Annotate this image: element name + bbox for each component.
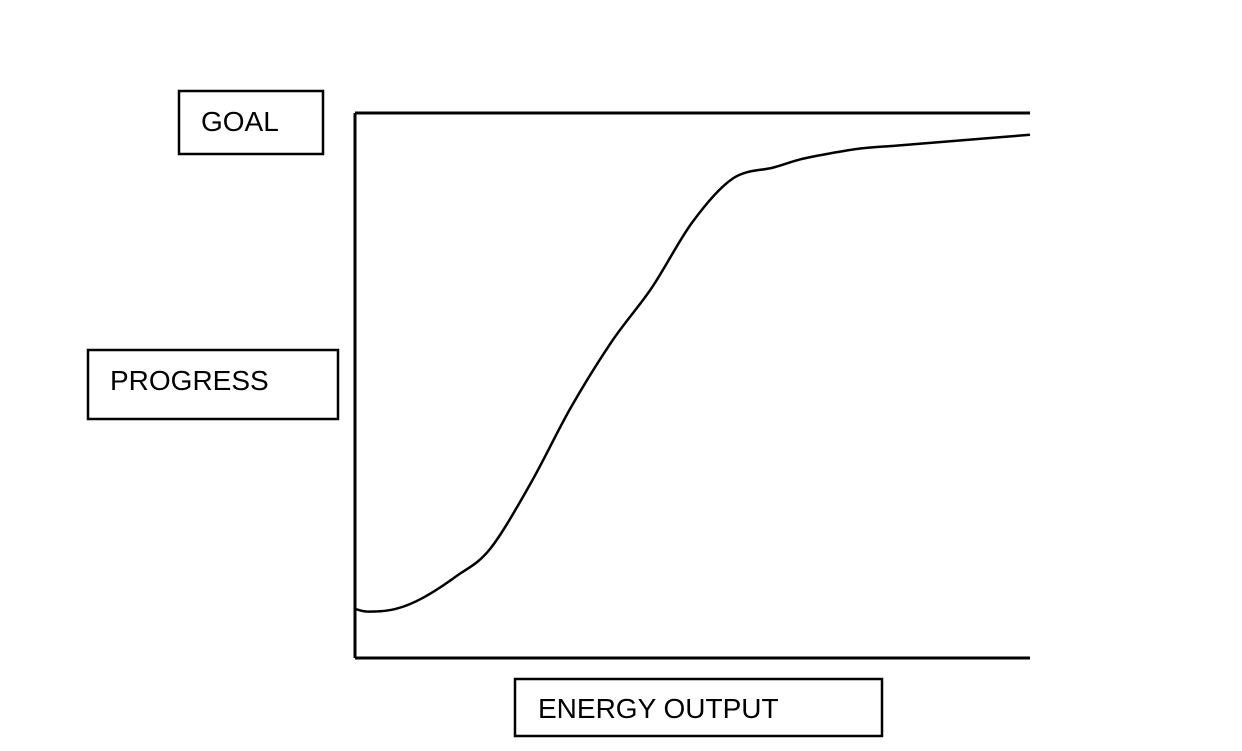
y-axis-label-frame xyxy=(86,348,340,421)
progress-curve xyxy=(354,133,1031,613)
x-axis-label-frame xyxy=(513,677,884,738)
goal-label-box: GOAL xyxy=(177,89,325,156)
y-axis-label-box: PROGRESS xyxy=(86,348,340,421)
x-axis-label: ENERGY OUTPUT xyxy=(538,693,779,724)
x-axis-label-box: ENERGY OUTPUT xyxy=(513,677,884,738)
goal-label-frame xyxy=(177,89,325,156)
goal-label: GOAL xyxy=(201,106,279,137)
y-axis-label: PROGRESS xyxy=(110,365,269,396)
